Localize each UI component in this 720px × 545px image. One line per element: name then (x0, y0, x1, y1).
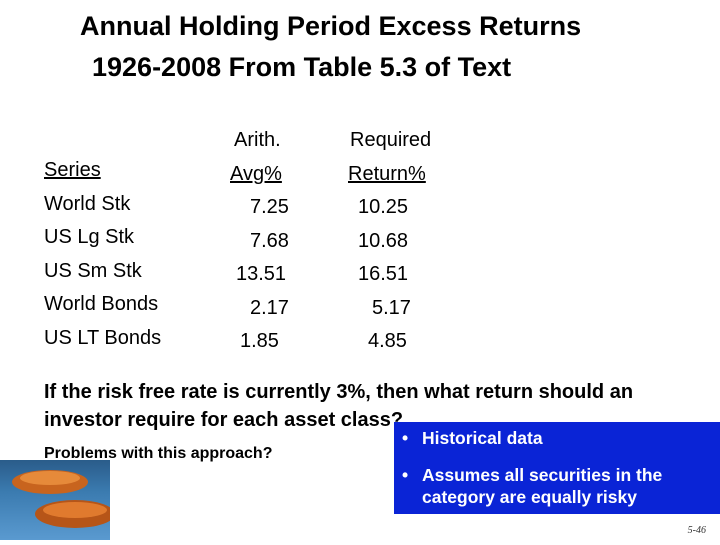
series-cell: US Sm Stk (44, 259, 142, 282)
arith-cell: 7.25 (250, 196, 289, 218)
title-line-1: Annual Holding Period Excess Returns (80, 11, 582, 41)
bullet-icon: • (402, 428, 409, 448)
series-cell: World Bonds (44, 293, 159, 315)
series-header: Series (44, 159, 101, 181)
callout-bullet-1: • Historical data (402, 428, 543, 449)
req-header-line-2: Return% (348, 162, 426, 185)
arith-avg-column: Arith. Avg% 7.25 7.68 13.51 2.17 1.85 (230, 124, 336, 359)
arith-header-line-1: Arith. (234, 129, 281, 151)
req-cell: 16.51 (358, 263, 409, 285)
required-return-column: Required Return% 10.25 10.68 16.51 5.17 … (348, 124, 440, 359)
problems-text: Problems with this approach? (44, 445, 273, 462)
arith-cell: 1.85 (240, 330, 279, 352)
page-number: 5-46 (687, 525, 706, 536)
slide-title: Annual Holding Period Excess Returns 192… (80, 6, 700, 88)
arith-header-line-2: Avg% (230, 162, 282, 185)
req-cell: 4.85 (368, 330, 407, 352)
callout-bullet-2-line-1: Assumes all securities in the (422, 465, 663, 485)
answer-callout: • Historical data • Assumes all securities… (394, 422, 720, 514)
req-cell: 10.25 (358, 196, 409, 218)
decorative-stones-image (0, 460, 115, 540)
req-cell: 10.68 (358, 229, 409, 252)
callout-bullet-1-text: Historical data (422, 428, 543, 448)
title-line-2: 1926-2008 From Table 5.3 of Text (92, 52, 512, 82)
callout-bullet-2-line-2: category are equally risky (422, 487, 637, 507)
callout-bullet-2: • Assumes all securities in the category … (402, 464, 662, 508)
series-cell: US LT Bonds (44, 326, 162, 349)
series-column: Series World Stk US Lg Stk US Sm Stk Wor… (44, 154, 217, 355)
question-text: If the risk free rate is currently 3%, t… (44, 381, 634, 431)
req-header-line-1: Required (350, 129, 432, 151)
arith-cell: 7.68 (250, 229, 289, 252)
req-cell: 5.17 (372, 296, 411, 319)
arith-cell: 2.17 (250, 296, 289, 319)
series-cell: World Stk (44, 192, 131, 215)
series-cell: US Lg Stk (44, 226, 135, 248)
arith-cell: 13.51 (236, 263, 287, 285)
bullet-icon: • (402, 465, 409, 485)
